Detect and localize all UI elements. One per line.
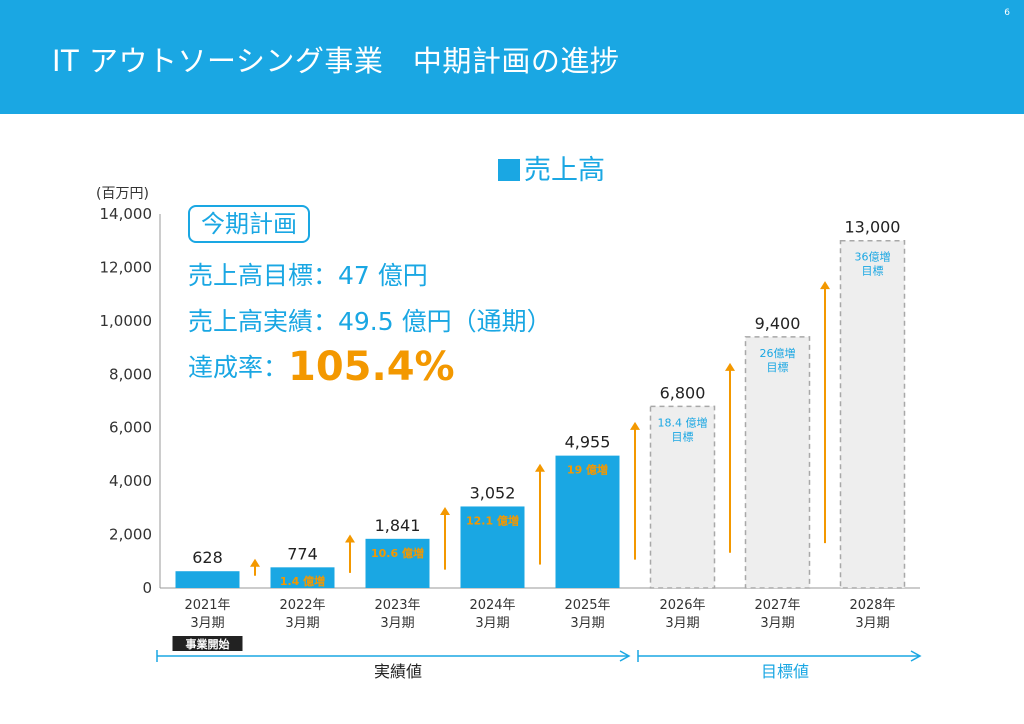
period-actual-label: 実績値 xyxy=(374,662,422,681)
x-category-label: 2023年 xyxy=(374,598,420,613)
growth-arrow-head xyxy=(345,534,355,543)
x-category-label: 2024年 xyxy=(469,598,515,613)
x-category-label: 2025年 xyxy=(564,598,610,613)
growth-arrow-head xyxy=(630,421,640,430)
y-tick-label: 8,000 xyxy=(109,365,152,383)
target-bar xyxy=(839,239,906,589)
plan-actual-text: 売上高実績：49.5 億円（通期） xyxy=(188,307,552,336)
x-category-label: 2027年 xyxy=(754,598,800,613)
x-category-label: 2022年 xyxy=(279,598,325,613)
growth-annotation: 19 億増 xyxy=(567,463,608,477)
x-category-label: 3月期 xyxy=(855,616,889,631)
chart-legend: 売上高 xyxy=(498,148,605,187)
growth-arrow-head xyxy=(250,558,260,567)
x-category-label: 3月期 xyxy=(570,616,604,631)
actual-bar xyxy=(460,506,525,588)
y-tick-label: 2,000 xyxy=(109,526,152,544)
growth-arrow-head xyxy=(440,506,450,515)
actual-bar xyxy=(175,571,240,588)
growth-annotation: 目標 xyxy=(862,264,884,278)
plan-target-text: 売上高目標：47 億円 xyxy=(188,261,428,290)
growth-annotation: 1.4 億増 xyxy=(280,574,325,588)
legend-label: 売上高 xyxy=(524,155,605,186)
bar-value-label: 628 xyxy=(192,548,223,567)
growth-arrow-head xyxy=(820,281,830,290)
y-tick-label: 1,0000 xyxy=(100,312,153,330)
target-bar xyxy=(649,405,716,589)
bar-value-label: 3,052 xyxy=(470,483,516,502)
legend-swatch xyxy=(498,159,520,181)
x-category-label: 3月期 xyxy=(760,616,794,631)
x-category-label: 2028年 xyxy=(849,598,895,613)
y-tick-label: 4,000 xyxy=(109,472,152,490)
bar-value-label: 6,800 xyxy=(660,383,706,402)
y-tick-label: 6,000 xyxy=(109,419,152,437)
target-bar xyxy=(744,336,811,589)
page-number: 6 xyxy=(1004,8,1010,18)
x-category-label: 2021年 xyxy=(184,598,230,613)
bar-value-label: 9,400 xyxy=(755,314,801,333)
growth-annotation: 目標 xyxy=(767,360,789,374)
x-category-label: 3月期 xyxy=(380,616,414,631)
growth-annotation: 10.6 億増 xyxy=(371,546,424,560)
x-category-label: 3月期 xyxy=(285,616,319,631)
header-bar: IT アウトソーシング事業 中期計画の進捗 6 xyxy=(0,0,1024,114)
x-category-label: 3月期 xyxy=(190,616,224,631)
actual-bar xyxy=(555,455,620,588)
growth-annotation: 目標 xyxy=(672,429,694,443)
actual-bar xyxy=(365,538,430,588)
growth-annotation: 12.1 億増 xyxy=(466,513,519,527)
x-category-label: 3月期 xyxy=(665,616,699,631)
bar-value-label: 774 xyxy=(287,544,318,563)
bar-value-label: 13,000 xyxy=(845,218,901,237)
y-tick-label: 14,000 xyxy=(100,205,153,223)
period-target-arrowhead xyxy=(910,650,922,662)
start-badge-bg xyxy=(172,636,243,651)
x-category-label: 2026年 xyxy=(659,598,705,613)
plan-achievement-rate: 達成率：105.4% xyxy=(188,344,455,390)
y-tick-label: 0 xyxy=(142,579,152,597)
y-tick-label: 12,000 xyxy=(100,258,153,276)
actual-bar xyxy=(270,567,335,588)
y-axis-title: (百万円) xyxy=(96,186,149,202)
x-category-label: 3月期 xyxy=(475,616,509,631)
start-badge: 事業開始 xyxy=(186,637,230,651)
rate-label: 達成率： xyxy=(188,353,289,382)
bar-value-label: 4,955 xyxy=(565,433,611,452)
growth-arrow-head xyxy=(535,463,545,472)
growth-annotation: 18.4 億増 xyxy=(658,416,708,429)
period-actual-arrowhead xyxy=(619,650,631,662)
bar-value-label: 1,841 xyxy=(375,516,421,535)
growth-arrow-head xyxy=(725,362,735,371)
period-target-label: 目標値 xyxy=(761,662,809,681)
growth-annotation: 36億増 xyxy=(855,251,891,264)
rate-value: 105.4% xyxy=(288,344,455,390)
growth-annotation: 26億増 xyxy=(760,347,796,360)
plan-box-label: 今期計画 xyxy=(188,205,310,243)
page-title: IT アウトソーシング事業 中期計画の進捗 xyxy=(52,44,620,78)
